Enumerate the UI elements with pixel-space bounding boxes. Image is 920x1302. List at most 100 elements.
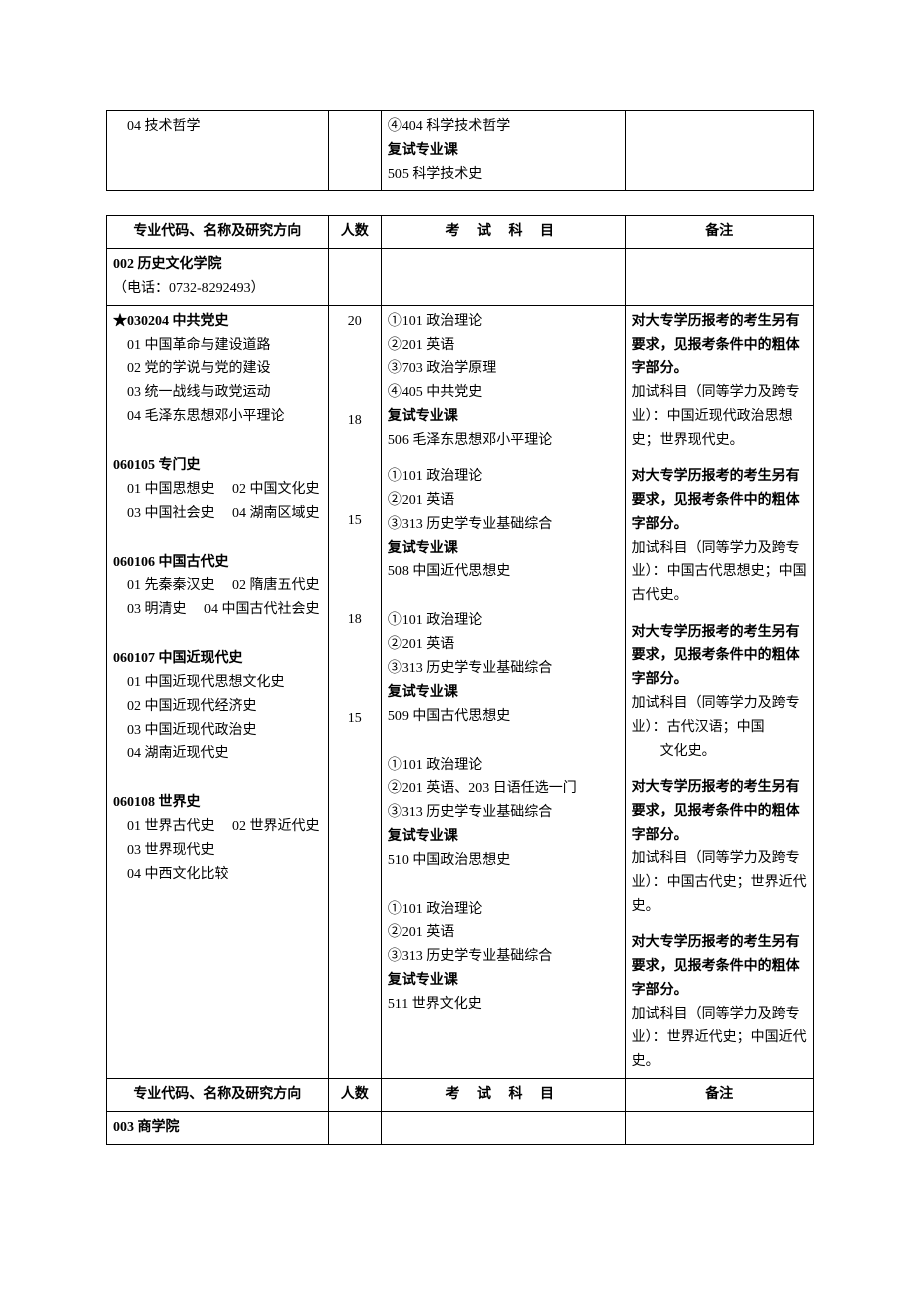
direction-item: 03 统一战线与政党运动 (113, 381, 271, 405)
direction-item: 02 世界近代史 (218, 815, 320, 839)
direction-item: 01 世界古代史 (113, 815, 215, 839)
spacer (335, 682, 375, 695)
subject-line: ②201 英语 (388, 489, 619, 513)
subjects-cell: ①101 政治理论 ②201 英语 ③703 政治学原理 ④405 中共党史 复… (381, 305, 625, 1078)
program-code: 060108 世界史 (113, 791, 322, 815)
major-cell: 04 技术哲学 (107, 111, 329, 191)
count-cell (328, 1111, 381, 1144)
direction-item: 03 中国社会史 (113, 502, 215, 526)
spacer (335, 359, 375, 372)
spacer (388, 597, 619, 610)
spacer (388, 584, 619, 597)
direction-item: 01 中国思想史 (113, 478, 215, 502)
spacer (388, 872, 619, 885)
note-text: 加试科目（同等学力及跨专业）：中国近现代政治思想史；世界现代史。 (632, 381, 807, 452)
spacer (113, 766, 322, 779)
direction-item: 01 先秦秦汉史 (113, 574, 215, 598)
spacer (335, 595, 375, 608)
spacer (113, 525, 322, 538)
spacer (335, 446, 375, 459)
spacer (335, 397, 375, 410)
dept-name: 002 历史文化学院 (113, 253, 322, 277)
subjects-cell (381, 249, 625, 306)
note-bold: 对大专学历报考的考生另有要求，见报考条件中的粗体字部分。 (632, 465, 807, 536)
major-cell: 002 历史文化学院 （电话：0732-8292493） (107, 249, 329, 306)
direction-item: 02 党的学说与党的建设 (113, 357, 271, 381)
spacer (335, 334, 375, 347)
spacer (113, 779, 322, 792)
subject-line: ②201 英语、203 日语任选一门 (388, 777, 619, 801)
spacer (335, 669, 375, 682)
spacer (113, 622, 322, 635)
spacer (113, 886, 322, 899)
direction-item: 04 湖南近现代史 (113, 742, 229, 766)
count-cell: 20 18 15 18 (328, 305, 381, 1078)
subject-line: 复试专业课 (388, 537, 619, 561)
header-count: 人数 (328, 216, 381, 249)
direction-item: 04 毛泽东思想邓小平理论 (113, 405, 285, 429)
catalog-table-main: 专业代码、名称及研究方向 人数 考 试 科 目 备注 002 历史文化学院 （电… (106, 215, 814, 1144)
spacer (335, 545, 375, 558)
subject-line: 复试专业课 (388, 405, 619, 429)
direction-item: 04 湖南区域史 (218, 502, 320, 526)
header-notes: 备注 (625, 1079, 813, 1112)
count-value: 20 (335, 310, 375, 334)
spacer (388, 453, 619, 466)
subject-line: ③313 历史学专业基础综合 (388, 513, 619, 537)
subject-line: ③313 历史学专业基础综合 (388, 657, 619, 681)
spacer (113, 429, 322, 442)
table-header-row: 专业代码、名称及研究方向 人数 考 试 科 目 备注 (107, 1079, 814, 1112)
spacer (113, 441, 322, 454)
spacer (335, 371, 375, 384)
spacer (335, 496, 375, 509)
subject-line: ②201 英语 (388, 334, 619, 358)
subject-line: 508 中国近代思想史 (388, 560, 619, 584)
catalog-table-fragment: 04 技术哲学 ④404 科学技术哲学 复试专业课 505 科学技术史 (106, 110, 814, 191)
notes-cell: 对大专学历报考的考生另有要求，见报考条件中的粗体字部分。 加试科目（同等学力及跨… (625, 305, 813, 1078)
header-count: 人数 (328, 1079, 381, 1112)
direction-item: 03 明清史 (113, 598, 187, 622)
subject-line: 511 世界文化史 (388, 993, 619, 1017)
spacer (335, 458, 375, 471)
table-row: 002 历史文化学院 （电话：0732-8292493） (107, 249, 814, 306)
direction-item: 04 中西文化比较 (113, 863, 229, 887)
spacer (335, 384, 375, 397)
header-major: 专业代码、名称及研究方向 (107, 216, 329, 249)
subject-line: ④405 中共党史 (388, 381, 619, 405)
direction-item: 03 中国近现代政治史 (113, 719, 257, 743)
subject-line: ③313 历史学专业基础综合 (388, 945, 619, 969)
direction-item: 02 中国近现代经济史 (113, 695, 257, 719)
count-value: 15 (335, 509, 375, 533)
spacer (388, 728, 619, 741)
notes-cell (625, 111, 813, 191)
subject-line: ②201 英语 (388, 633, 619, 657)
direction-item: 02 隋唐五代史 (218, 574, 320, 598)
header-subjects: 考 试 科 目 (381, 216, 625, 249)
program-code: ★030204 中共党史 (113, 310, 322, 334)
subject-line: ②201 英语 (388, 921, 619, 945)
table-header-row: 专业代码、名称及研究方向 人数 考 试 科 目 备注 (107, 216, 814, 249)
note-text: 加试科目（同等学力及跨专业）：古代汉语；中国 (632, 692, 807, 740)
spacer (388, 1017, 619, 1030)
count-value: 15 (335, 707, 375, 731)
spacer (335, 433, 375, 446)
document-page: 04 技术哲学 ④404 科学技术哲学 复试专业课 505 科学技术史 专业代码… (0, 0, 920, 1185)
note-bold: 对大专学历报考的考生另有要求，见报考条件中的粗体字部分。 (632, 310, 807, 381)
note-text: 加试科目（同等学力及跨专业）：中国古代史；世界近代史。 (632, 847, 807, 918)
spacer (388, 741, 619, 754)
subject-line: ①101 政治理论 (388, 310, 619, 334)
count-cell (328, 249, 381, 306)
subjects-cell (381, 1111, 625, 1144)
table-row: ★030204 中共党史 01 中国革命与建设道路 02 党的学说与党的建设 0… (107, 305, 814, 1078)
note-bold: 对大专学历报考的考生另有要求，见报考条件中的粗体字部分。 (632, 931, 807, 1002)
spacer (113, 538, 322, 551)
subject-line: 509 中国古代思想史 (388, 705, 619, 729)
spacer (335, 557, 375, 570)
notes-cell (625, 249, 813, 306)
header-subjects: 考 试 科 目 (381, 1079, 625, 1112)
subject-line: ④404 科学技术哲学 (388, 115, 619, 139)
note-text: 加试科目（同等学力及跨专业）：世界近代史；中国近代史。 (632, 1003, 807, 1074)
dept-phone: （电话：0732-8292493） (113, 277, 322, 301)
table-row: 003 商学院 (107, 1111, 814, 1144)
program-code: 060106 中国古代史 (113, 551, 322, 575)
